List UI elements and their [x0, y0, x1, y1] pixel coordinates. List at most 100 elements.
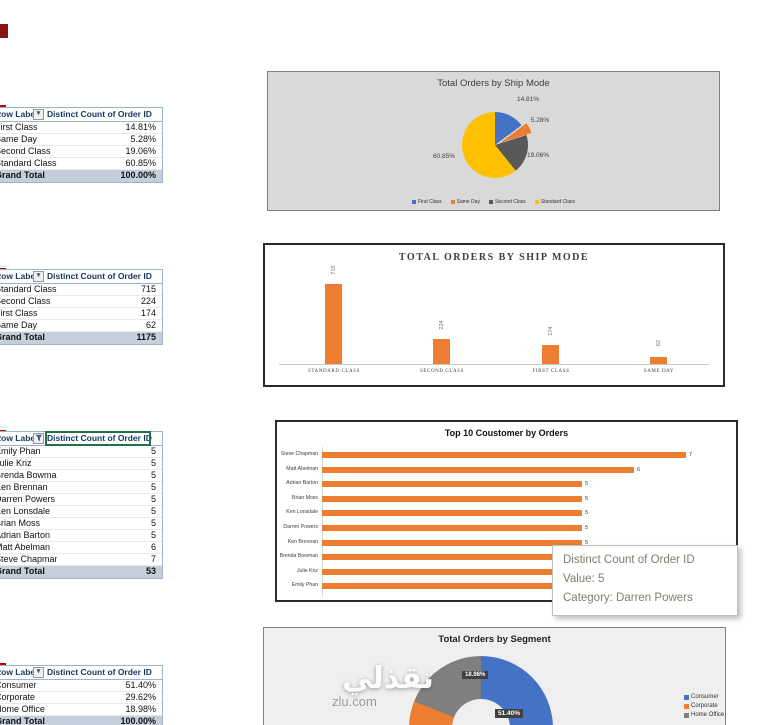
bar[interactable]	[325, 284, 342, 364]
row-label-cell[interactable]: First Class	[0, 122, 38, 132]
value-cell[interactable]: 224	[140, 296, 156, 306]
value-cell[interactable]: 6	[150, 542, 156, 552]
bar[interactable]	[433, 339, 450, 364]
row-label-cell[interactable]: Corporate	[0, 692, 36, 702]
row-labels-dropdown-button[interactable]: ▾	[33, 667, 44, 678]
value-cell[interactable]: 53	[145, 566, 156, 576]
bar[interactable]	[650, 357, 667, 364]
legend-item[interactable]: Standard Class	[534, 199, 575, 205]
value-cell[interactable]: 5.28%	[130, 134, 156, 144]
row-label-cell[interactable]: Same Day	[0, 134, 38, 144]
doughnut-slices[interactable]	[409, 656, 553, 725]
value-header-cell[interactable]: Distinct Count of Order ID	[47, 433, 152, 443]
value-cell[interactable]: 62	[145, 320, 156, 330]
row-label-cell[interactable]: Matt Abelman	[0, 542, 51, 552]
bar[interactable]	[322, 539, 582, 546]
bar-chart-total-orders-by-ship-mode[interactable]: TOTAL ORDERS BY SHIP MODE 715 224 174 62…	[263, 243, 725, 387]
bar[interactable]	[542, 345, 559, 364]
row-labels-header-cell[interactable]: Row Labels	[0, 271, 33, 281]
value-cell[interactable]: 1175	[136, 332, 156, 342]
value-cell[interactable]: 5	[150, 494, 156, 504]
row-labels-header-cell[interactable]: Row Labels	[0, 109, 33, 119]
value-cell[interactable]: 14.81%	[125, 122, 156, 132]
tooltip-value: Value: 5	[563, 573, 605, 585]
value-cell[interactable]: 60.85%	[125, 158, 156, 168]
value-cell[interactable]: 5	[150, 482, 156, 492]
value-cell[interactable]: 715	[140, 284, 156, 294]
row-label-cell[interactable]: Darren Powers	[0, 494, 56, 504]
row-label-cell[interactable]: First Class	[0, 308, 38, 318]
value-cell[interactable]: 5	[150, 458, 156, 468]
value-cell[interactable]: 100.00%	[120, 716, 156, 725]
row-labels-header-cell[interactable]: Row Labels	[0, 433, 33, 443]
pivot-header-row: Row Labels Distinct Count of Order ID	[0, 431, 162, 446]
value-header-cell[interactable]: Distinct Count of Order ID	[47, 667, 152, 677]
value-cell[interactable]: 5	[150, 518, 156, 528]
row-label-cell[interactable]: Brian Moss	[0, 518, 41, 528]
row-label-cell[interactable]: Grand Total	[0, 566, 45, 576]
chevron-down-icon: ▾	[36, 272, 41, 279]
category-label: Brian Moss	[292, 494, 318, 501]
clipped-red-shape	[0, 24, 8, 38]
value-cell[interactable]: 18.98%	[125, 704, 156, 714]
bar[interactable]	[322, 481, 582, 488]
bar[interactable]	[322, 583, 582, 590]
row-label-cell[interactable]: Adrian Barton	[0, 530, 51, 540]
value-cell[interactable]: 19.06%	[125, 146, 156, 156]
row-labels-header-cell[interactable]: Row Labels	[0, 667, 33, 677]
row-label-cell[interactable]: Steve Chapman	[0, 554, 57, 564]
chart-title: TOTAL ORDERS BY SHIP MODE	[398, 252, 590, 263]
legend-label: First Class	[417, 199, 442, 205]
bar-data-label: 5	[585, 495, 589, 502]
value-cell[interactable]: 51.40%	[125, 680, 156, 690]
row-label-cell[interactable]: Home Office	[0, 704, 45, 714]
value-cell[interactable]: 5	[150, 530, 156, 540]
row-label-cell[interactable]: Second Class	[0, 296, 51, 306]
value-cell[interactable]: 5	[150, 446, 156, 456]
row-labels-filter-button[interactable]	[33, 433, 44, 444]
row-label-cell[interactable]: Grand Total	[0, 716, 45, 725]
value-header-cell[interactable]: Distinct Count of Order ID	[47, 109, 152, 119]
value-cell[interactable]: 5	[150, 470, 156, 480]
bar[interactable]	[322, 554, 582, 561]
bar[interactable]	[322, 525, 582, 531]
row-labels-dropdown-button[interactable]: ▾	[33, 271, 44, 282]
row-label-cell[interactable]: Standard Class	[0, 284, 57, 294]
legend-item[interactable]: Same Day	[450, 199, 480, 205]
legend-item[interactable]: Home Office	[684, 712, 724, 718]
value-cell[interactable]: 5	[150, 506, 156, 516]
legend-item[interactable]: Corporate	[684, 703, 724, 709]
pie-chart-total-orders-by-ship-mode[interactable]: Total Orders by Ship Mode 14.81% 5.28% 1…	[267, 71, 720, 211]
legend-item[interactable]: Second Class	[488, 199, 526, 205]
legend-label: Second Class	[494, 199, 526, 205]
bar[interactable]	[322, 466, 634, 473]
row-labels-dropdown-button[interactable]: ▾	[33, 109, 44, 120]
value-header-cell[interactable]: Distinct Count of Order ID	[47, 271, 152, 281]
row-label-cell[interactable]: Same Day	[0, 320, 38, 330]
row-label-cell[interactable]: Emily Phan	[0, 446, 41, 456]
bar-data-label: 7	[689, 452, 693, 458]
row-label-cell[interactable]: Consumer	[0, 680, 37, 690]
row-label-cell[interactable]: Ken Lonsdale	[0, 506, 51, 516]
legend-item[interactable]: First Class	[411, 199, 442, 205]
row-label-cell[interactable]: Brenda Bowman	[0, 470, 57, 480]
row-label-cell[interactable]: Julie Kriz	[0, 458, 32, 468]
value-cell[interactable]: 100.00%	[120, 170, 156, 180]
value-cell[interactable]: 29.62%	[125, 692, 156, 702]
row-label-cell[interactable]: Grand Total	[0, 170, 45, 180]
legend-item[interactable]: Consumer	[684, 694, 724, 700]
bar[interactable]	[322, 568, 582, 575]
row-label-cell[interactable]: Ken Brennan	[0, 482, 48, 492]
value-cell[interactable]: 7	[150, 554, 156, 564]
row-label-cell[interactable]: Grand Total	[0, 332, 45, 342]
row-label-cell[interactable]: Second Class	[0, 146, 51, 156]
row-label-cell[interactable]: Standard Class	[0, 158, 57, 168]
bar-row: Ken Brennan 5	[277, 536, 736, 550]
bar[interactable]	[322, 495, 582, 502]
pie-exploded-slice[interactable]	[467, 110, 533, 176]
bar[interactable]	[322, 510, 582, 517]
bar-row: Adrian Barton 5	[277, 477, 736, 491]
doughnut-chart-total-orders-by-segment[interactable]: Total Orders by Segment 18.98% 51.40% Co…	[263, 627, 726, 725]
value-cell[interactable]: 174	[140, 308, 156, 318]
bar[interactable]	[322, 452, 686, 458]
